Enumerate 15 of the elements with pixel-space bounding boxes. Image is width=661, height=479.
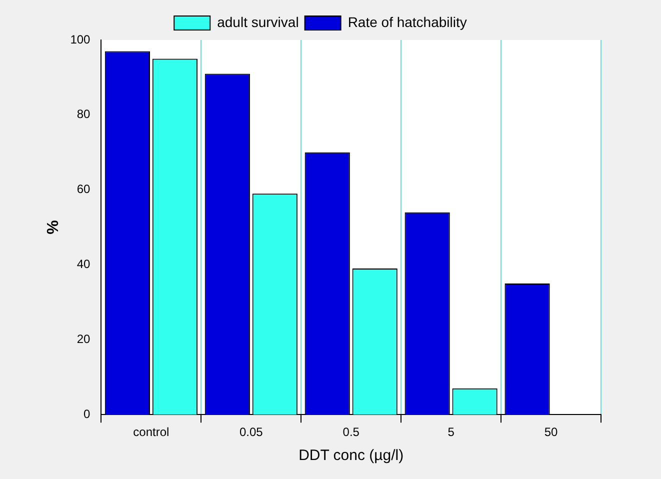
x-tick-label: 0.5 bbox=[342, 425, 360, 440]
legend-label: Rate of hatchability bbox=[348, 14, 467, 30]
x-tick-label: 5 bbox=[448, 425, 455, 440]
x-axis-title: DDT conc (µg/l) bbox=[298, 447, 404, 464]
y-tick-label: 60 bbox=[76, 182, 91, 196]
y-tick-label: 80 bbox=[76, 107, 91, 122]
y-axis-title: % bbox=[45, 220, 62, 234]
legend-label: adult survival bbox=[217, 14, 299, 30]
x-tick-label: 0.05 bbox=[239, 425, 264, 440]
x-tick-label: 50 bbox=[544, 425, 558, 440]
y-tick-label: 40 bbox=[76, 257, 91, 272]
y-tick-label: 100 bbox=[70, 32, 91, 46]
y-tick-label: 20 bbox=[76, 332, 91, 346]
x-tick-label: control bbox=[133, 425, 170, 440]
y-tick-label: 0 bbox=[84, 406, 91, 421]
